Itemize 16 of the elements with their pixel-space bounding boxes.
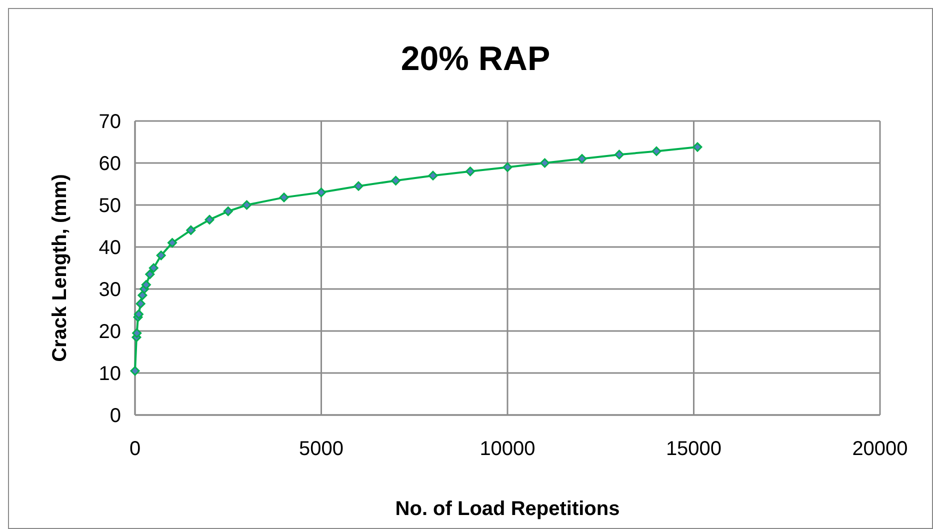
y-tick-label: 20 [98,321,121,343]
chart-title: 20% RAP [400,40,550,78]
x-tick-label: 20000 [852,438,908,460]
y-tick-label: 50 [98,195,121,217]
x-tick-label: 15000 [666,438,722,460]
y-tick-label: 0 [110,405,121,427]
y-tick-label: 30 [98,279,121,301]
x-tick-label: 10000 [480,438,536,460]
y-tick-label: 10 [98,363,121,385]
y-axis-title: Crack Length, (mm) [49,174,71,362]
x-axis-title: No. of Load Repetitions [395,498,620,520]
y-tick-label: 40 [98,237,121,259]
y-tick-label: 70 [98,111,121,133]
y-tick-label: 60 [98,153,121,175]
x-tick-label: 5000 [299,438,344,460]
x-tick-label: 0 [129,438,141,460]
